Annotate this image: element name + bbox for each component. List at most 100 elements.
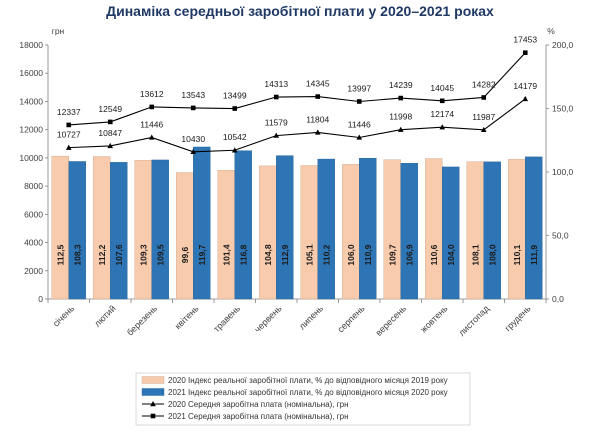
right-tick-label: 100,0 xyxy=(552,167,574,177)
left-tick-label: 6000 xyxy=(24,209,43,219)
left-tick-label: 14000 xyxy=(19,96,43,106)
bar-value-label: 112,9 xyxy=(280,244,290,265)
left-tick-label: 2000 xyxy=(24,266,43,276)
line-value-label: 14345 xyxy=(306,79,330,89)
line-series-2021: 12337 12549 13612 13543 13499 14313 14345 13997… xyxy=(57,35,537,128)
bar-value-label: 104,8 xyxy=(263,244,273,266)
bar xyxy=(51,155,69,300)
bar xyxy=(193,146,211,300)
left-tick-label: 8000 xyxy=(24,181,43,191)
legend-entry: 2020 Середня заробітна плата (номінальна… xyxy=(142,400,349,409)
legend-label: 2020 Середня заробітна плата (номінальна… xyxy=(168,400,349,409)
bar xyxy=(383,159,401,300)
bar-value-label: 112,5 xyxy=(55,244,65,265)
square-marker xyxy=(190,105,196,111)
bar xyxy=(300,165,318,300)
bar-series-2020: 112,5 112,2 109,3 99,6 101,4 104,8 105,1 106,0 1… xyxy=(51,155,526,300)
legend-triangle-marker xyxy=(150,401,156,407)
left-tick-label: 16000 xyxy=(19,68,43,78)
line-value-label: 11446 xyxy=(140,119,163,129)
bar-value-label: 108,1 xyxy=(470,244,480,266)
bar xyxy=(525,156,543,300)
bar xyxy=(234,150,252,300)
category-label: лютий xyxy=(92,303,117,328)
square-marker xyxy=(439,98,445,104)
square-marker xyxy=(356,99,362,104)
category-label: липень xyxy=(297,303,325,331)
line-value-label: 13543 xyxy=(181,90,205,100)
triangle-marker xyxy=(522,95,529,102)
right-axis-ticks: 0,0 50,0 100,0 150,0 200,0 xyxy=(546,40,574,304)
line-value-label: 11446 xyxy=(348,119,371,129)
left-tick-label: 0 xyxy=(38,294,43,304)
legend-label: 2021 Середня заробітна плата (номінальна… xyxy=(168,412,349,421)
bar-value-label: 110,2 xyxy=(321,244,331,265)
line-value-label: 13499 xyxy=(223,91,247,101)
category-label: квітень xyxy=(173,303,201,331)
left-axis-ticks: 0 2000 4000 6000 8000 10000 12000 14000 16000 180… xyxy=(19,40,48,304)
bar xyxy=(359,157,377,300)
bar xyxy=(93,156,111,300)
category-label: січень xyxy=(51,303,77,329)
triangle-marker xyxy=(148,134,155,140)
category-label: березень xyxy=(125,303,160,338)
line-value-label: 14239 xyxy=(389,80,413,90)
right-tick-label: 150,0 xyxy=(552,104,574,114)
line-value-label: 10847 xyxy=(98,128,122,138)
axes xyxy=(47,45,547,303)
left-axis-unit: грн xyxy=(52,26,65,36)
legend-swatch xyxy=(141,388,165,396)
bar-value-label: 105,1 xyxy=(304,244,314,266)
line-value-label: 11804 xyxy=(306,114,329,124)
square-marker xyxy=(232,106,238,111)
bar xyxy=(425,158,443,300)
triangle-marker xyxy=(314,129,321,135)
triangle-marker xyxy=(231,147,238,153)
line-value-label: 14179 xyxy=(513,81,537,91)
line-value-label: 11998 xyxy=(389,112,412,122)
bar-value-label: 112,2 xyxy=(97,244,107,265)
triangle-marker xyxy=(480,126,487,133)
bar xyxy=(151,159,169,300)
bar xyxy=(276,155,294,300)
square-marker xyxy=(398,95,404,101)
left-tick-label: 10000 xyxy=(19,153,43,163)
bar xyxy=(110,162,128,300)
line-value-label: 12549 xyxy=(98,104,122,114)
square-marker xyxy=(522,50,528,56)
bar-value-label: 109,5 xyxy=(155,244,165,266)
left-tick-label: 4000 xyxy=(24,238,43,248)
bar xyxy=(317,158,335,300)
legend-entry: 2020 Індекс реальної заробітної плати, %… xyxy=(141,376,448,385)
right-tick-label: 0,0 xyxy=(552,294,564,304)
bar xyxy=(508,158,526,300)
bar-series-group: 112,5 112,2 109,3 99,6 101,4 104,8 105,1 106,0 1… xyxy=(51,146,543,300)
category-label: грудень xyxy=(503,303,533,333)
bar-value-label: 110,6 xyxy=(429,244,439,265)
square-marker xyxy=(481,95,487,100)
bar xyxy=(483,161,501,300)
triangle-marker xyxy=(356,134,363,140)
bar-series-2021: 108,3 107,6 109,5 119,7 116,8 112,9 110,2 110,9… xyxy=(68,146,543,300)
bar-value-label: 99,6 xyxy=(180,246,190,263)
line-value-label: 10542 xyxy=(223,132,247,142)
left-tick-label: 18000 xyxy=(19,40,43,50)
triangle-marker xyxy=(273,132,280,138)
bar-value-label: 119,7 xyxy=(197,244,207,265)
square-marker xyxy=(66,122,72,128)
category-label: серпень xyxy=(336,303,367,334)
bar-value-label: 111,9 xyxy=(529,245,539,266)
right-tick-label: 50,0 xyxy=(552,231,569,241)
bar-value-label: 106,9 xyxy=(404,244,414,266)
bar xyxy=(259,165,277,300)
bar xyxy=(176,172,194,300)
category-label: жовтень xyxy=(418,303,450,335)
category-labels: січень лютий березень квітень травень червень… xyxy=(51,303,533,338)
line-value-label: 12337 xyxy=(57,107,81,117)
bar-value-label: 109,3 xyxy=(138,244,148,266)
line-value-label: 14282 xyxy=(472,79,496,89)
bar-value-label: 104,0 xyxy=(446,244,456,266)
triangle-marker xyxy=(397,126,404,132)
chart-title: Динаміка середньої заробітної плати у 20… xyxy=(106,3,494,19)
square-marker xyxy=(149,104,155,110)
